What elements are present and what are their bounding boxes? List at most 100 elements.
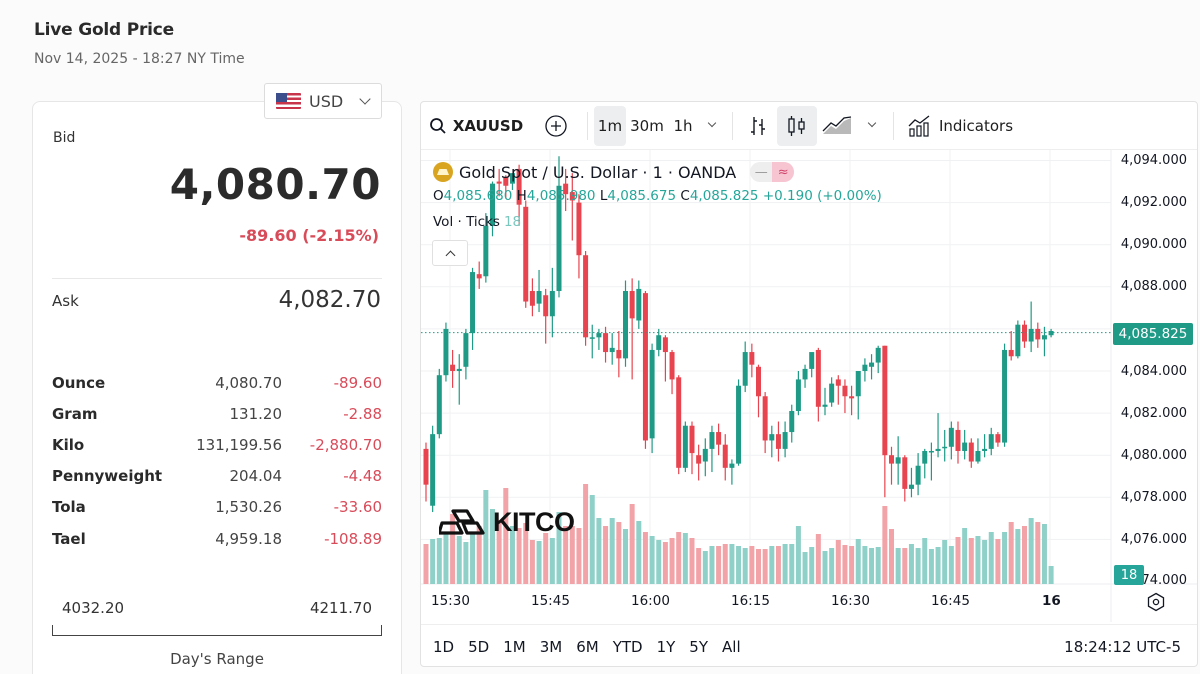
price-tick: 74.000 <box>1141 573 1188 588</box>
interval-30m[interactable]: 30m <box>630 116 664 135</box>
area-chart-icon <box>822 115 852 134</box>
chevron-down-icon <box>359 92 371 105</box>
range-all[interactable]: All <box>722 637 741 656</box>
compare-button[interactable] <box>531 106 581 146</box>
price-tick: 4,084.000 <box>1120 364 1187 379</box>
time-tick: 15:45 <box>531 593 570 609</box>
unit-name: Kilo <box>52 435 85 454</box>
bar-style-button[interactable] <box>739 106 777 146</box>
range-3m[interactable]: 3M <box>539 637 563 656</box>
day-range-high: 4211.70 <box>309 599 372 617</box>
price-tick: 4,076.000 <box>1120 532 1187 547</box>
range-6m[interactable]: 6M <box>576 637 599 656</box>
chart-toolbar: XAUUSD 1m 30m 1h Indicators <box>421 102 1197 150</box>
unit-price: 1,530.26 <box>215 498 282 517</box>
candles-style-button[interactable] <box>777 105 817 146</box>
volume-label: Vol · Ticks <box>433 214 500 230</box>
toolbar-separator <box>732 111 733 140</box>
candlestick-plot[interactable] <box>421 102 1198 622</box>
day-range-label: Day's Range <box>170 650 264 668</box>
price-tick: 4,088.000 <box>1120 279 1187 294</box>
interval-1h[interactable]: 1h <box>673 116 693 135</box>
search-icon <box>429 117 446 134</box>
divider <box>52 278 382 279</box>
collapse-legend-button[interactable] <box>432 240 468 266</box>
toolbar-separator <box>893 111 894 140</box>
chart-clock: 18:24:12 UTC-5 <box>1064 637 1181 656</box>
time-tick: 15:30 <box>431 593 470 609</box>
unit-change: -2,880.70 <box>309 435 382 454</box>
ask-price: 4,082.70 <box>278 287 381 313</box>
plus-circle-icon <box>545 114 567 137</box>
interval-1m[interactable]: 1m <box>594 105 626 146</box>
series-title: Gold Spot / U.S. Dollar · 1 · OANDA <box>459 162 737 182</box>
day-range-low: 4032.20 <box>62 599 125 617</box>
table-row: Kilo 131,199.56 -2,880.70 <box>52 429 382 460</box>
bid-change: -89.60 (-2.15%) <box>239 226 379 245</box>
unit-change: -2.88 <box>343 404 382 423</box>
bid-label: Bid <box>53 130 76 146</box>
gold-bar-icon <box>433 162 453 182</box>
time-tick: 16 <box>1042 593 1061 609</box>
range-5d[interactable]: 5D <box>468 637 490 656</box>
time-tick: 16:30 <box>831 593 870 609</box>
symbol-search-button[interactable]: XAUUSD <box>421 106 531 146</box>
bid-price: 4,080.70 <box>169 160 381 209</box>
unit-change: -4.48 <box>343 467 382 486</box>
us-flag-icon <box>276 93 301 109</box>
symbol-label: XAUUSD <box>452 116 524 135</box>
chart-legend-title: Gold Spot / U.S. Dollar · 1 · OANDA — ≈ <box>433 162 795 182</box>
area-style-button[interactable] <box>817 106 857 146</box>
open-value: 4,085.680 <box>443 188 513 204</box>
unit-change: -89.60 <box>333 373 382 392</box>
volume-tag: 18 <box>1114 565 1144 585</box>
ohlc-values: O4,085.680 H4,085.980 L4,085.675 C4,085.… <box>433 188 882 204</box>
price-tick: 4,082.000 <box>1120 406 1187 421</box>
range-ytd[interactable]: YTD <box>612 637 643 656</box>
time-tick: 16:00 <box>631 593 670 609</box>
currency-selector[interactable]: USD <box>264 83 382 119</box>
range-5y[interactable]: 5Y <box>689 637 709 656</box>
toolbar-separator <box>587 111 588 140</box>
unit-change: -33.60 <box>333 498 382 517</box>
unit-price: 131.20 <box>229 404 283 423</box>
day-range-bar <box>52 625 382 636</box>
range-1y[interactable]: 1Y <box>656 637 676 656</box>
range-1m[interactable]: 1M <box>503 637 526 656</box>
close-value: 4,085.825 <box>689 188 759 204</box>
bars-icon <box>751 116 765 135</box>
indicators-button[interactable]: Indicators <box>900 106 1020 146</box>
series-visibility-toggle[interactable]: — ≈ <box>750 162 795 182</box>
unit-name: Tola <box>52 498 86 517</box>
unit-change: -108.89 <box>324 529 382 548</box>
price-tick: 4,094.000 <box>1120 153 1187 168</box>
indicators-icon <box>908 114 930 137</box>
unit-price: 204.04 <box>229 467 283 486</box>
unit-name: Tael <box>52 529 86 548</box>
unit-price-table: Ounce 4,080.70 -89.60 Gram 131.20 -2.88 … <box>52 367 382 554</box>
range-1d[interactable]: 1D <box>433 637 455 656</box>
chart-widget: XAUUSD 1m 30m 1h Indicators <box>420 101 1198 667</box>
time-tick: 16:45 <box>931 593 970 609</box>
table-row: Tola 1,530.26 -33.60 <box>52 492 382 523</box>
page-title: Live Gold Price <box>34 20 175 40</box>
minus-icon: — <box>754 164 768 180</box>
currency-value: USD <box>309 91 344 111</box>
volume-legend: Vol · Ticks 18 <box>433 214 521 230</box>
kitco-logo-icon <box>439 508 485 535</box>
last-price-tag: 4,085.825 <box>1113 323 1193 345</box>
price-tick: 4,080.000 <box>1120 448 1187 463</box>
table-row: Ounce 4,080.70 -89.60 <box>52 367 382 398</box>
unit-price: 131,199.56 <box>196 435 282 454</box>
unit-price: 4,959.18 <box>215 529 282 548</box>
low-value: 4,085.675 <box>607 188 677 204</box>
table-row: Gram 131.20 -2.88 <box>52 398 382 429</box>
timestamp: Nov 14, 2025 - 18:27 NY Time <box>34 51 245 67</box>
chart-settings-icon[interactable] <box>1146 592 1166 612</box>
unit-name: Ounce <box>52 373 106 392</box>
range-bar: 1D 5D 1M 3M 6M YTD 1Y 5Y All 18:24:12 UT… <box>421 624 1197 666</box>
price-card <box>32 101 402 674</box>
unit-name: Pennyweight <box>52 467 163 486</box>
price-tick: 4,078.000 <box>1120 490 1187 505</box>
bar-change: +0.190 (+0.00%) <box>762 188 882 204</box>
